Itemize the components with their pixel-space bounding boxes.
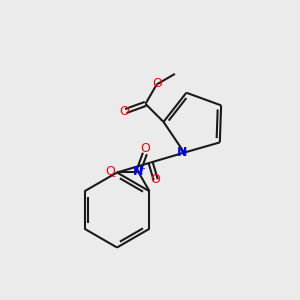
Text: O: O <box>106 165 116 178</box>
Text: +: + <box>138 164 145 173</box>
Text: -: - <box>112 171 116 181</box>
Text: N: N <box>132 165 143 178</box>
Text: O: O <box>152 77 162 90</box>
Text: N: N <box>177 146 187 158</box>
Text: O: O <box>140 142 150 154</box>
Text: O: O <box>119 105 129 118</box>
Text: O: O <box>150 173 160 186</box>
